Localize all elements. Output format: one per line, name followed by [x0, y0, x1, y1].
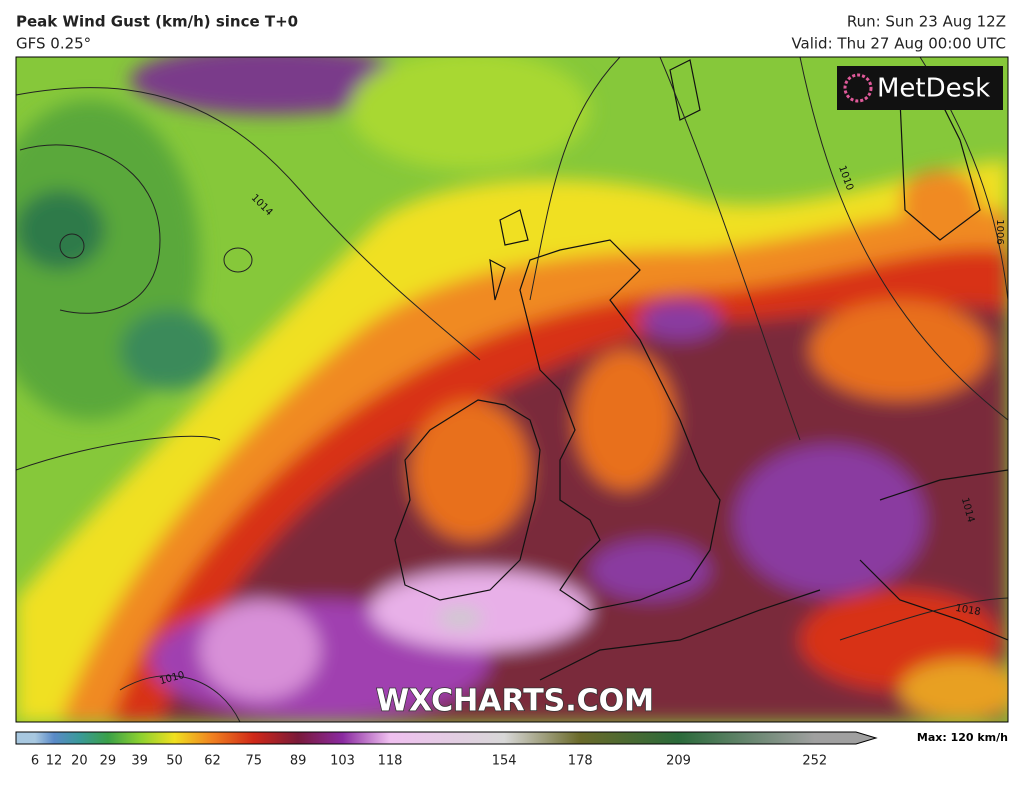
model: GFS 0.25°: [16, 35, 91, 53]
valid: Valid: Thu 27 Aug 00:00 UTC: [791, 35, 1006, 53]
colorbar-tick-label: 39: [131, 754, 148, 769]
logo: MetDesk: [877, 74, 990, 104]
colorbar-tick-label: 178: [568, 754, 593, 769]
run: Run: Sun 23 Aug 12Z: [847, 13, 1006, 31]
colorbar-tick-label: 103: [330, 754, 355, 769]
colorbar-tick-label: 154: [492, 754, 517, 769]
logo-icon: [843, 73, 873, 103]
colorbar-tick-label: 89: [290, 754, 307, 769]
colorbar-tick-label: 6: [31, 754, 39, 769]
colorbar-tick-label: 12: [46, 754, 63, 769]
colorbar-tick-label: 50: [166, 754, 183, 769]
colorbar-tick-label: 29: [100, 754, 117, 769]
colorbar-tick-label: 252: [802, 754, 827, 769]
colorbar-tick-label: 118: [378, 754, 403, 769]
max-label: Max: 120 km/h: [917, 731, 1008, 744]
isobar-label: 1018: [954, 603, 981, 618]
colorbar-tick-label: 62: [204, 754, 221, 769]
colorbar: [15, 731, 878, 745]
colorbar-tick-label: 75: [245, 754, 262, 769]
colorbar-tick-label: 20: [71, 754, 88, 769]
logo-box: [837, 66, 1003, 110]
map-frame: [15, 56, 1009, 723]
colorbar-tick-label: 209: [666, 754, 691, 769]
isobar-label: 1006: [994, 219, 1005, 244]
watermark: WXCHARTS.COM: [376, 684, 654, 719]
title: Peak Wind Gust (km/h) since T+0: [16, 13, 298, 31]
